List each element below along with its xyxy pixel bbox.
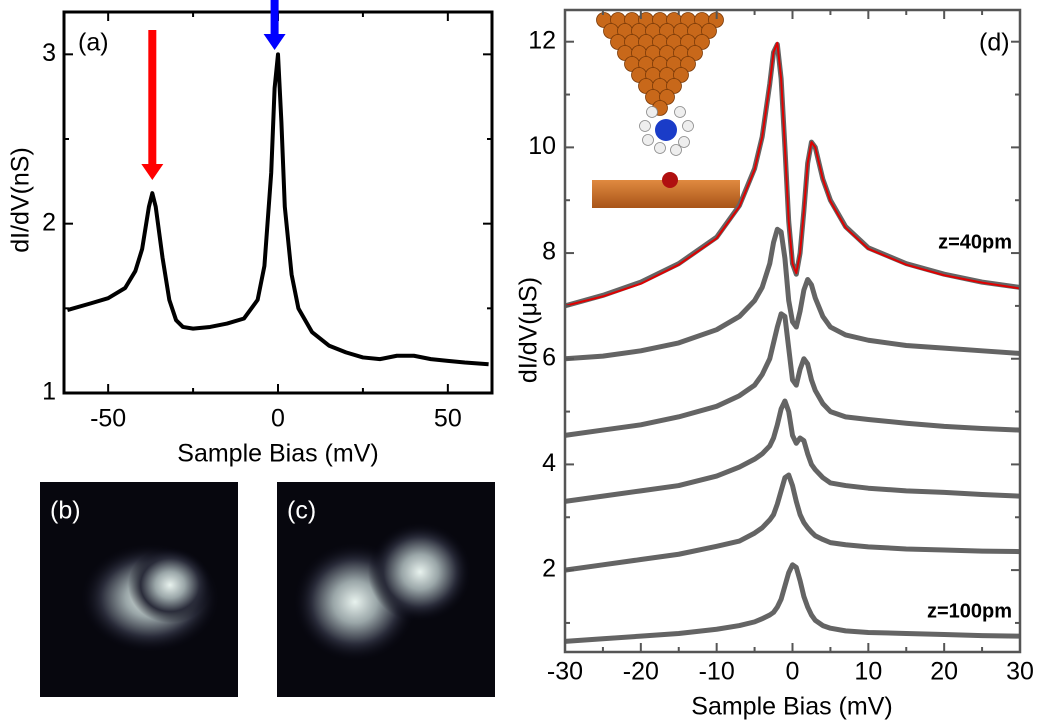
x-tick-label: 0	[271, 405, 285, 433]
y-tick-label: 2	[42, 208, 56, 236]
inset-model	[592, 12, 740, 208]
annotation: z=40pm	[938, 231, 1012, 253]
h-atom	[682, 120, 694, 132]
h-atom	[654, 142, 666, 154]
data-line	[564, 398, 1021, 504]
h-atom	[642, 134, 654, 146]
x-tick-label: -30	[547, 658, 583, 686]
data-line	[66, 52, 489, 367]
n-atom	[655, 119, 677, 141]
panel-label: (d)	[979, 29, 1010, 57]
data-line	[564, 41, 1021, 309]
data-line	[564, 472, 1021, 573]
x-tick-label: 10	[854, 658, 882, 686]
blob	[368, 522, 472, 622]
y-tick-label: 1	[42, 378, 56, 406]
x-axis-label: Sample Bias (mV)	[691, 693, 892, 721]
x-tick-label: 30	[1006, 658, 1034, 686]
data-line	[564, 41, 1021, 307]
x-tick-label: -20	[623, 658, 659, 686]
y-tick-label: 3	[42, 39, 56, 67]
image-b: (b)	[40, 482, 238, 697]
h-atom	[670, 144, 682, 156]
adatom	[662, 172, 678, 188]
x-tick-label: 50	[434, 405, 462, 433]
arrow	[141, 30, 164, 180]
image-c: (c)	[277, 482, 495, 697]
y-tick-label: 8	[542, 238, 556, 266]
y-tick-label: 10	[528, 132, 556, 160]
h-atom	[678, 136, 690, 148]
y-axis-label: dI/dV(μS)	[515, 277, 543, 383]
panel-label: (a)	[78, 29, 109, 57]
annotation: z=100pm	[927, 600, 1012, 622]
plot-frame	[563, 8, 1022, 654]
y-tick-label: 12	[528, 26, 556, 54]
data-line	[564, 562, 1021, 644]
panel-label: (c)	[287, 497, 316, 525]
x-tick-label: 20	[930, 658, 958, 686]
blob	[128, 547, 212, 623]
y-axis-label: dI/dV(nS)	[7, 147, 35, 253]
x-axis-label: Sample Bias (mV)	[177, 440, 378, 468]
h-atom	[639, 120, 651, 132]
x-tick-label: -50	[90, 405, 126, 433]
y-tick-label: 4	[542, 449, 556, 477]
data-line	[564, 311, 1021, 438]
x-tick-label: -10	[699, 658, 735, 686]
h-atom	[646, 106, 658, 118]
y-tick-label: 6	[542, 343, 556, 371]
panel-label: (b)	[50, 497, 81, 525]
h-atom	[674, 106, 686, 118]
data-line	[564, 226, 1021, 362]
arrow	[263, 0, 286, 50]
x-tick-label: 0	[786, 658, 800, 686]
y-tick-label: 2	[542, 555, 556, 583]
